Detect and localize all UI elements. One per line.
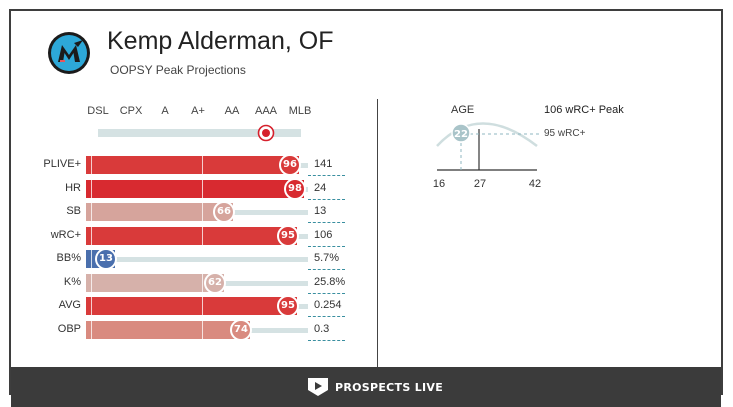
stat-underline: [308, 292, 345, 294]
footer-bar: PROSPECTS LIVE: [11, 367, 721, 407]
stat-percentile-badge-plive-plus: 96: [279, 154, 301, 176]
level-label-a-plus: A+: [191, 105, 205, 117]
player-name: Kemp Alderman, OF: [107, 27, 334, 55]
stat-label-obp: OBP: [57, 322, 81, 335]
stat-underline: [308, 245, 345, 247]
section-divider: [377, 99, 378, 367]
stat-gridline: [91, 320, 92, 339]
age-curve-chart: 22: [436, 122, 539, 171]
stat-value-bb-pct: 5.7%: [314, 252, 340, 264]
stat-underline: [308, 316, 345, 317]
age-curve-line: [436, 122, 538, 147]
stat-label-wrc-plus: wRC+: [50, 228, 81, 241]
stat-value-avg: 0.254: [314, 299, 342, 311]
age-tick-label: 27: [473, 178, 487, 190]
stat-track-bb-pct: [86, 257, 308, 262]
stat-underline: [308, 198, 345, 200]
age-curve-title: AGE: [451, 104, 475, 116]
stat-percentile-badge-k-pct: 62: [204, 271, 226, 294]
stat-underline: [308, 175, 345, 176]
stat-underline: [308, 339, 345, 341]
stat-label-avg: AVG: [58, 299, 81, 311]
stat-gridline: [202, 179, 203, 198]
stat-gridline: [91, 273, 92, 292]
stat-percentile-badge-wrc-plus: 95: [277, 224, 299, 247]
brand-name: PROSPECTS LIVE: [335, 381, 444, 394]
stat-percentile-badge-bb-pct: 13: [95, 248, 117, 270]
stat-value-k-pct: 25.8%: [314, 275, 346, 288]
stat-percentile-badge-avg: 95: [277, 295, 299, 317]
stat-gridline: [91, 297, 92, 315]
stat-value-hr: 24: [314, 181, 327, 194]
level-label-cpx: CPX: [119, 105, 143, 117]
stat-percentile-badge-sb: 66: [213, 201, 235, 223]
stat-bar-obp: [86, 320, 250, 339]
stat-gridline: [202, 203, 203, 221]
current-age-value: 22: [454, 129, 468, 140]
stat-gridline: [202, 320, 203, 339]
current-age-circle: [451, 123, 471, 143]
stat-label-plive-plus: PLIVE+: [43, 158, 81, 170]
stat-bar-k-pct: [86, 273, 224, 292]
stat-label-k-pct: K%: [63, 275, 81, 288]
stat-gridline: [202, 226, 203, 245]
stat-label-bb-pct: BB%: [56, 252, 81, 264]
stat-bar-plive-plus: [86, 156, 299, 174]
stat-bar-avg: [86, 297, 297, 315]
marlins-m-logo-icon: [48, 32, 90, 74]
stat-gridline: [202, 273, 203, 292]
stat-label-sb: SB: [66, 205, 81, 217]
stat-percentile-badge-hr: 98: [284, 177, 306, 200]
stat-gridline: [91, 179, 92, 198]
stat-value-plive-plus: 141: [314, 158, 333, 170]
stat-gridline: [91, 226, 92, 245]
current-wrc-label: 95 wRC+: [544, 128, 586, 139]
stat-label-hr: HR: [65, 181, 81, 194]
stat-value-obp: 0.3: [314, 322, 330, 335]
home-plate-play-icon: [308, 378, 328, 396]
peak-wrc-label: 106 wRC+ Peak: [544, 104, 624, 116]
stat-value-wrc-plus: 106: [314, 228, 333, 241]
stat-bar-hr: [86, 179, 304, 198]
stat-gridline: [202, 156, 203, 174]
player-card: Kemp Alderman, OF OOPSY Peak Projections…: [9, 9, 723, 407]
level-label-mlb: MLB: [288, 105, 312, 117]
stat-gridline: [91, 250, 92, 268]
stat-value-sb: 13: [314, 205, 327, 217]
age-tick-label: 42: [528, 178, 542, 190]
stat-gridline: [91, 156, 92, 174]
stat-percentile-badge-obp: 74: [230, 318, 252, 341]
age-tick-label: 16: [432, 178, 446, 190]
stat-gridline: [202, 297, 203, 315]
level-track: [98, 129, 301, 137]
stat-bar-sb: [86, 203, 233, 221]
current-level-marker: [257, 124, 275, 142]
projection-subtitle: OOPSY Peak Projections: [110, 63, 246, 77]
stat-underline: [308, 269, 345, 270]
level-label-a: A: [161, 105, 169, 117]
stat-underline: [308, 222, 345, 223]
stat-bar-wrc-plus: [86, 226, 297, 245]
level-label-aa: AA: [224, 105, 240, 117]
level-label-dsl: DSL: [87, 105, 109, 117]
level-label-aaa: AAA: [254, 105, 277, 117]
stat-gridline: [91, 203, 92, 221]
